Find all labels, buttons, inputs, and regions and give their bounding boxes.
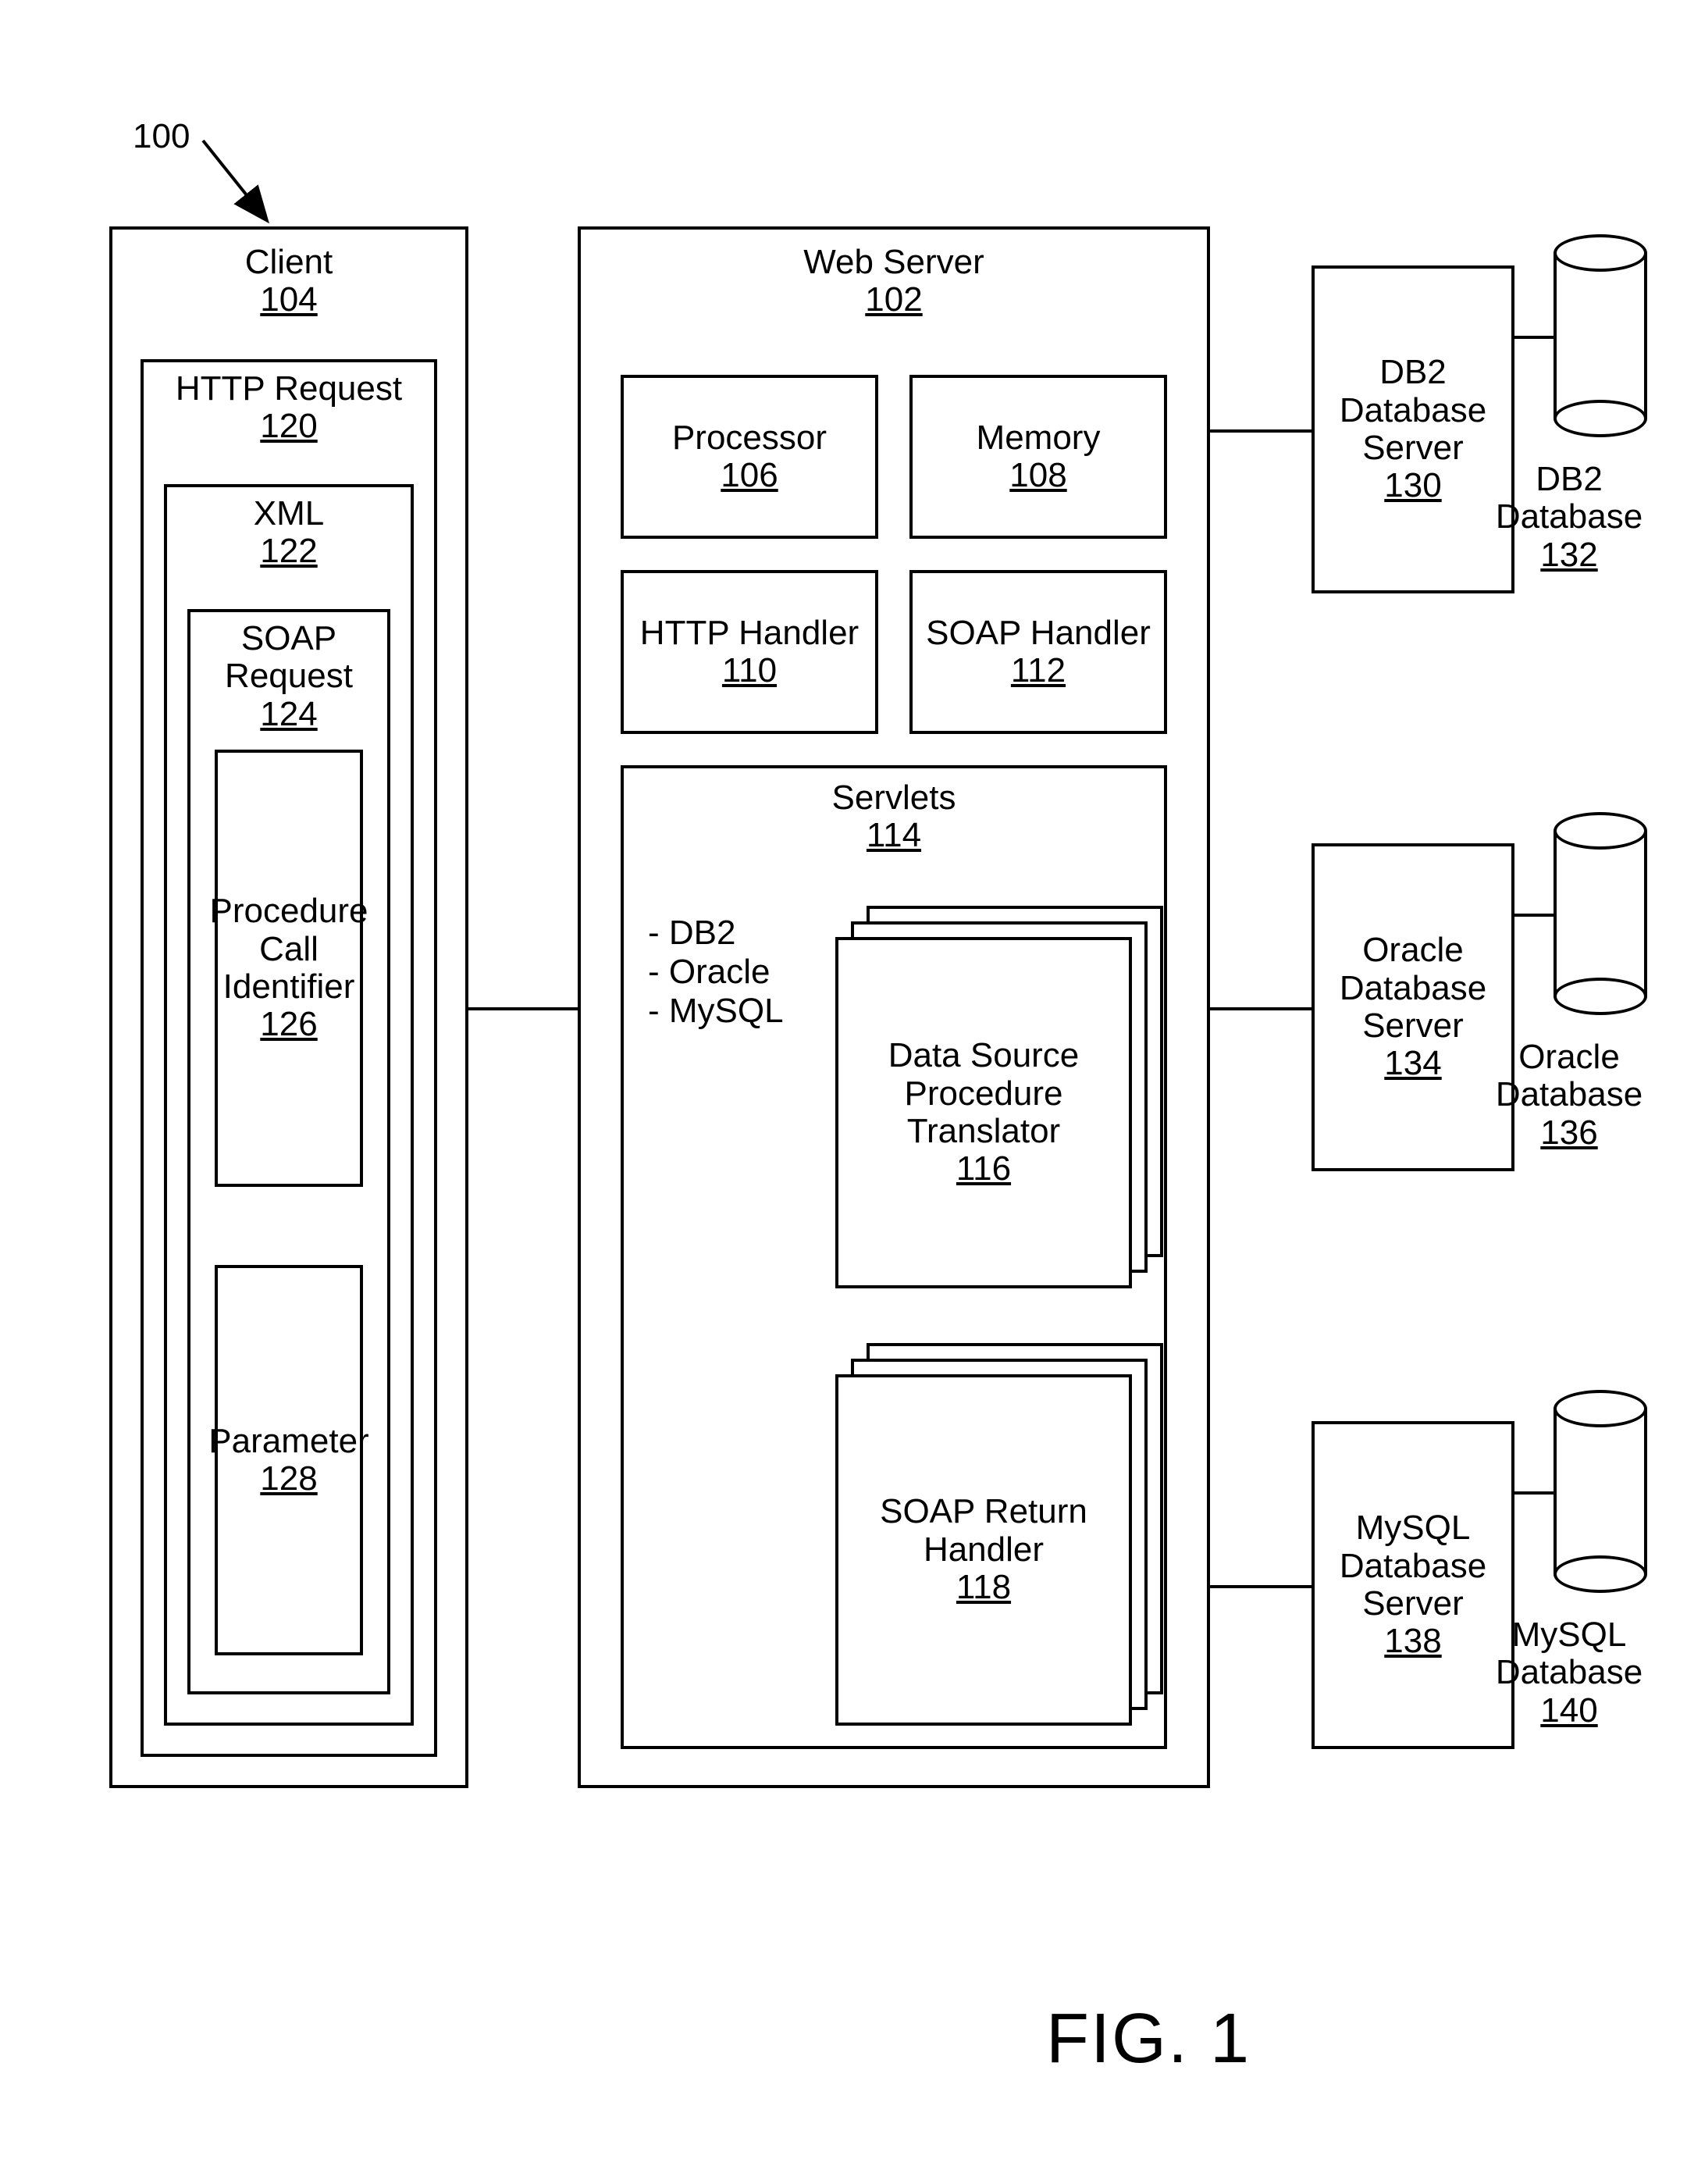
figure-arrow-icon <box>0 0 1687 2184</box>
figure-caption: FIG. 1 <box>1046 1999 1251 2079</box>
